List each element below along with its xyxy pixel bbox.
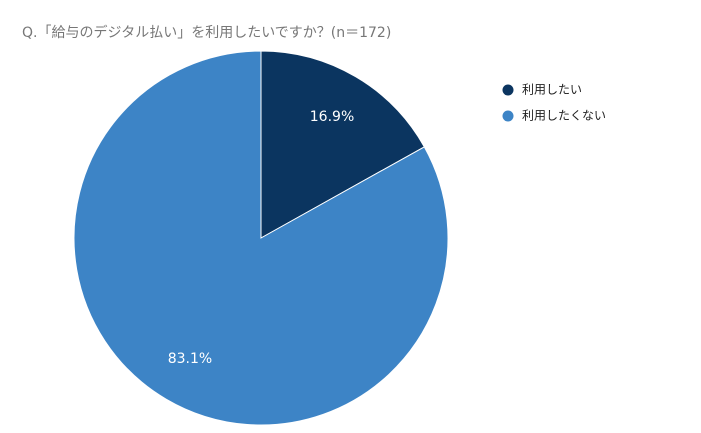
legend-label: 利用したい: [522, 83, 582, 97]
legend-label: 利用したくない: [522, 109, 606, 123]
value-label: 83.1%: [168, 351, 212, 367]
pie-slice: [73, 50, 449, 426]
chart-title: Q.「給与のデジタル払い」を利用したいですか？(n＝172): [22, 24, 391, 41]
value-label: 16.9%: [310, 109, 354, 125]
legend-marker: [502, 110, 514, 122]
pie-slice: [260, 50, 425, 239]
legend-marker: [502, 84, 514, 96]
